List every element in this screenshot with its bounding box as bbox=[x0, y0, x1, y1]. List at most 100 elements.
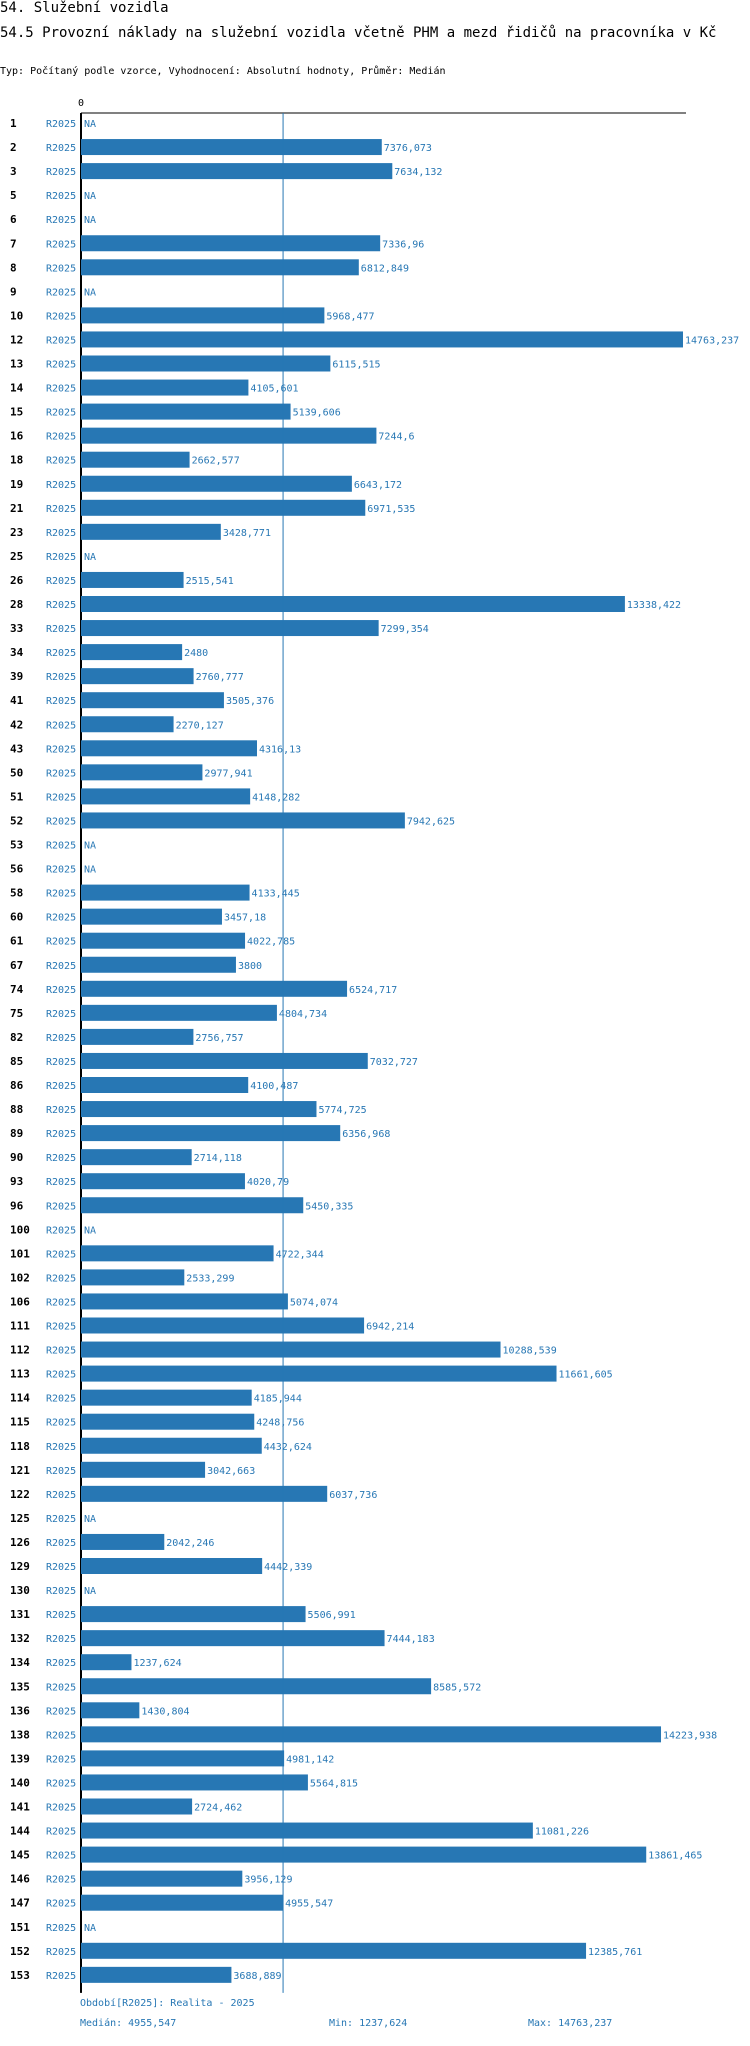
bar bbox=[81, 884, 250, 901]
value-label: 4955,547 bbox=[285, 1899, 333, 1910]
category-label: 86 bbox=[10, 1079, 24, 1092]
category-label: 13 bbox=[10, 358, 23, 371]
series-label: R2025 bbox=[46, 215, 76, 226]
na-label: NA bbox=[84, 1923, 96, 1934]
bar bbox=[81, 1197, 304, 1214]
value-label: 2724,462 bbox=[194, 1803, 242, 1814]
series-label: R2025 bbox=[46, 263, 76, 274]
category-label: 3 bbox=[10, 165, 17, 178]
value-label: 5968,477 bbox=[326, 311, 374, 322]
series-label: R2025 bbox=[46, 335, 76, 346]
bar bbox=[81, 1726, 662, 1743]
series-label: R2025 bbox=[46, 1875, 76, 1886]
category-label: 42 bbox=[10, 718, 23, 731]
bar bbox=[81, 1101, 317, 1118]
category-label: 23 bbox=[10, 526, 23, 539]
series-label: R2025 bbox=[46, 1105, 76, 1116]
series-label: R2025 bbox=[46, 1129, 76, 1140]
category-label: 125 bbox=[10, 1512, 30, 1525]
na-label: NA bbox=[84, 865, 96, 876]
bar bbox=[81, 1028, 194, 1045]
value-label: 1430,804 bbox=[141, 1706, 189, 1717]
bar bbox=[81, 596, 625, 612]
series-label: R2025 bbox=[46, 1682, 76, 1693]
value-label: 3505,376 bbox=[226, 696, 274, 707]
category-label: 151 bbox=[10, 1921, 30, 1934]
value-label: 4185,944 bbox=[254, 1394, 302, 1405]
series-label: R2025 bbox=[46, 360, 76, 371]
category-label: 139 bbox=[10, 1752, 30, 1765]
value-label: 2480 bbox=[184, 648, 208, 659]
section-title: 54. Služební vozidla bbox=[0, 0, 169, 16]
series-label: R2025 bbox=[46, 1562, 76, 1573]
footer-period: Období[R2025]: Realita - 2025 bbox=[80, 1997, 255, 2009]
bar bbox=[81, 692, 224, 709]
bar bbox=[81, 1149, 192, 1166]
series-label: R2025 bbox=[46, 1081, 76, 1092]
bar bbox=[81, 1365, 557, 1382]
category-label: 113 bbox=[10, 1368, 30, 1381]
bar bbox=[81, 235, 381, 252]
series-label: R2025 bbox=[46, 1923, 76, 1934]
value-label: 7336,96 bbox=[382, 239, 424, 250]
bar bbox=[81, 1966, 232, 1983]
series-label: R2025 bbox=[46, 1009, 76, 1020]
category-label: 18 bbox=[10, 454, 23, 467]
value-label: 4105,601 bbox=[250, 384, 298, 395]
category-label: 152 bbox=[10, 1945, 30, 1958]
value-label: 11081,226 bbox=[535, 1827, 589, 1838]
value-label: 2756,757 bbox=[195, 1033, 243, 1044]
value-label: 13338,422 bbox=[627, 600, 681, 611]
series-label: R2025 bbox=[46, 1394, 76, 1405]
bar bbox=[81, 668, 194, 685]
value-label: 3688,889 bbox=[233, 1971, 281, 1982]
category-label: 39 bbox=[10, 670, 23, 683]
series-label: R2025 bbox=[46, 576, 76, 587]
series-label: R2025 bbox=[46, 143, 76, 154]
bar bbox=[81, 331, 683, 348]
value-label: 4248,756 bbox=[256, 1418, 304, 1429]
value-label: 5774,725 bbox=[318, 1105, 366, 1116]
series-label: R2025 bbox=[46, 311, 76, 322]
bar bbox=[81, 163, 393, 180]
bar bbox=[81, 1437, 262, 1454]
category-label: 96 bbox=[10, 1199, 24, 1212]
value-label: 2533,299 bbox=[186, 1273, 234, 1284]
category-label: 130 bbox=[10, 1584, 30, 1597]
series-label: R2025 bbox=[46, 1706, 76, 1717]
value-label: 7244,6 bbox=[378, 432, 414, 443]
value-label: 2042,246 bbox=[166, 1538, 214, 1549]
bar bbox=[81, 1702, 140, 1719]
series-label: R2025 bbox=[46, 191, 76, 202]
value-label: 6037,736 bbox=[329, 1490, 377, 1501]
category-label: 111 bbox=[10, 1320, 30, 1333]
value-label: 5074,074 bbox=[290, 1297, 338, 1308]
na-label: NA bbox=[84, 119, 96, 130]
value-label: 4100,487 bbox=[250, 1081, 298, 1092]
value-label: 6971,535 bbox=[367, 504, 415, 515]
na-label: NA bbox=[84, 841, 96, 852]
footer-max: Max: 14763,237 bbox=[528, 2018, 612, 2029]
series-label: R2025 bbox=[46, 1418, 76, 1429]
category-label: 7 bbox=[10, 237, 17, 250]
bar bbox=[81, 1774, 308, 1791]
category-label: 89 bbox=[10, 1127, 23, 1140]
value-label: 7942,625 bbox=[407, 816, 455, 827]
bar bbox=[81, 980, 348, 997]
category-label: 43 bbox=[10, 742, 23, 755]
value-label: 13861,465 bbox=[648, 1851, 702, 1862]
value-label: 6115,515 bbox=[332, 360, 380, 371]
bar bbox=[81, 1125, 341, 1142]
category-label: 144 bbox=[10, 1825, 30, 1838]
series-label: R2025 bbox=[46, 720, 76, 731]
value-label: 4020,79 bbox=[247, 1177, 289, 1188]
series-label: R2025 bbox=[46, 1634, 76, 1645]
value-label: 8585,572 bbox=[433, 1682, 481, 1693]
series-label: R2025 bbox=[46, 1899, 76, 1910]
value-label: 4022,785 bbox=[247, 937, 295, 948]
category-label: 153 bbox=[10, 1969, 30, 1982]
category-label: 25 bbox=[10, 550, 23, 563]
series-label: R2025 bbox=[46, 889, 76, 900]
bar bbox=[81, 1269, 185, 1286]
bar bbox=[81, 259, 359, 276]
